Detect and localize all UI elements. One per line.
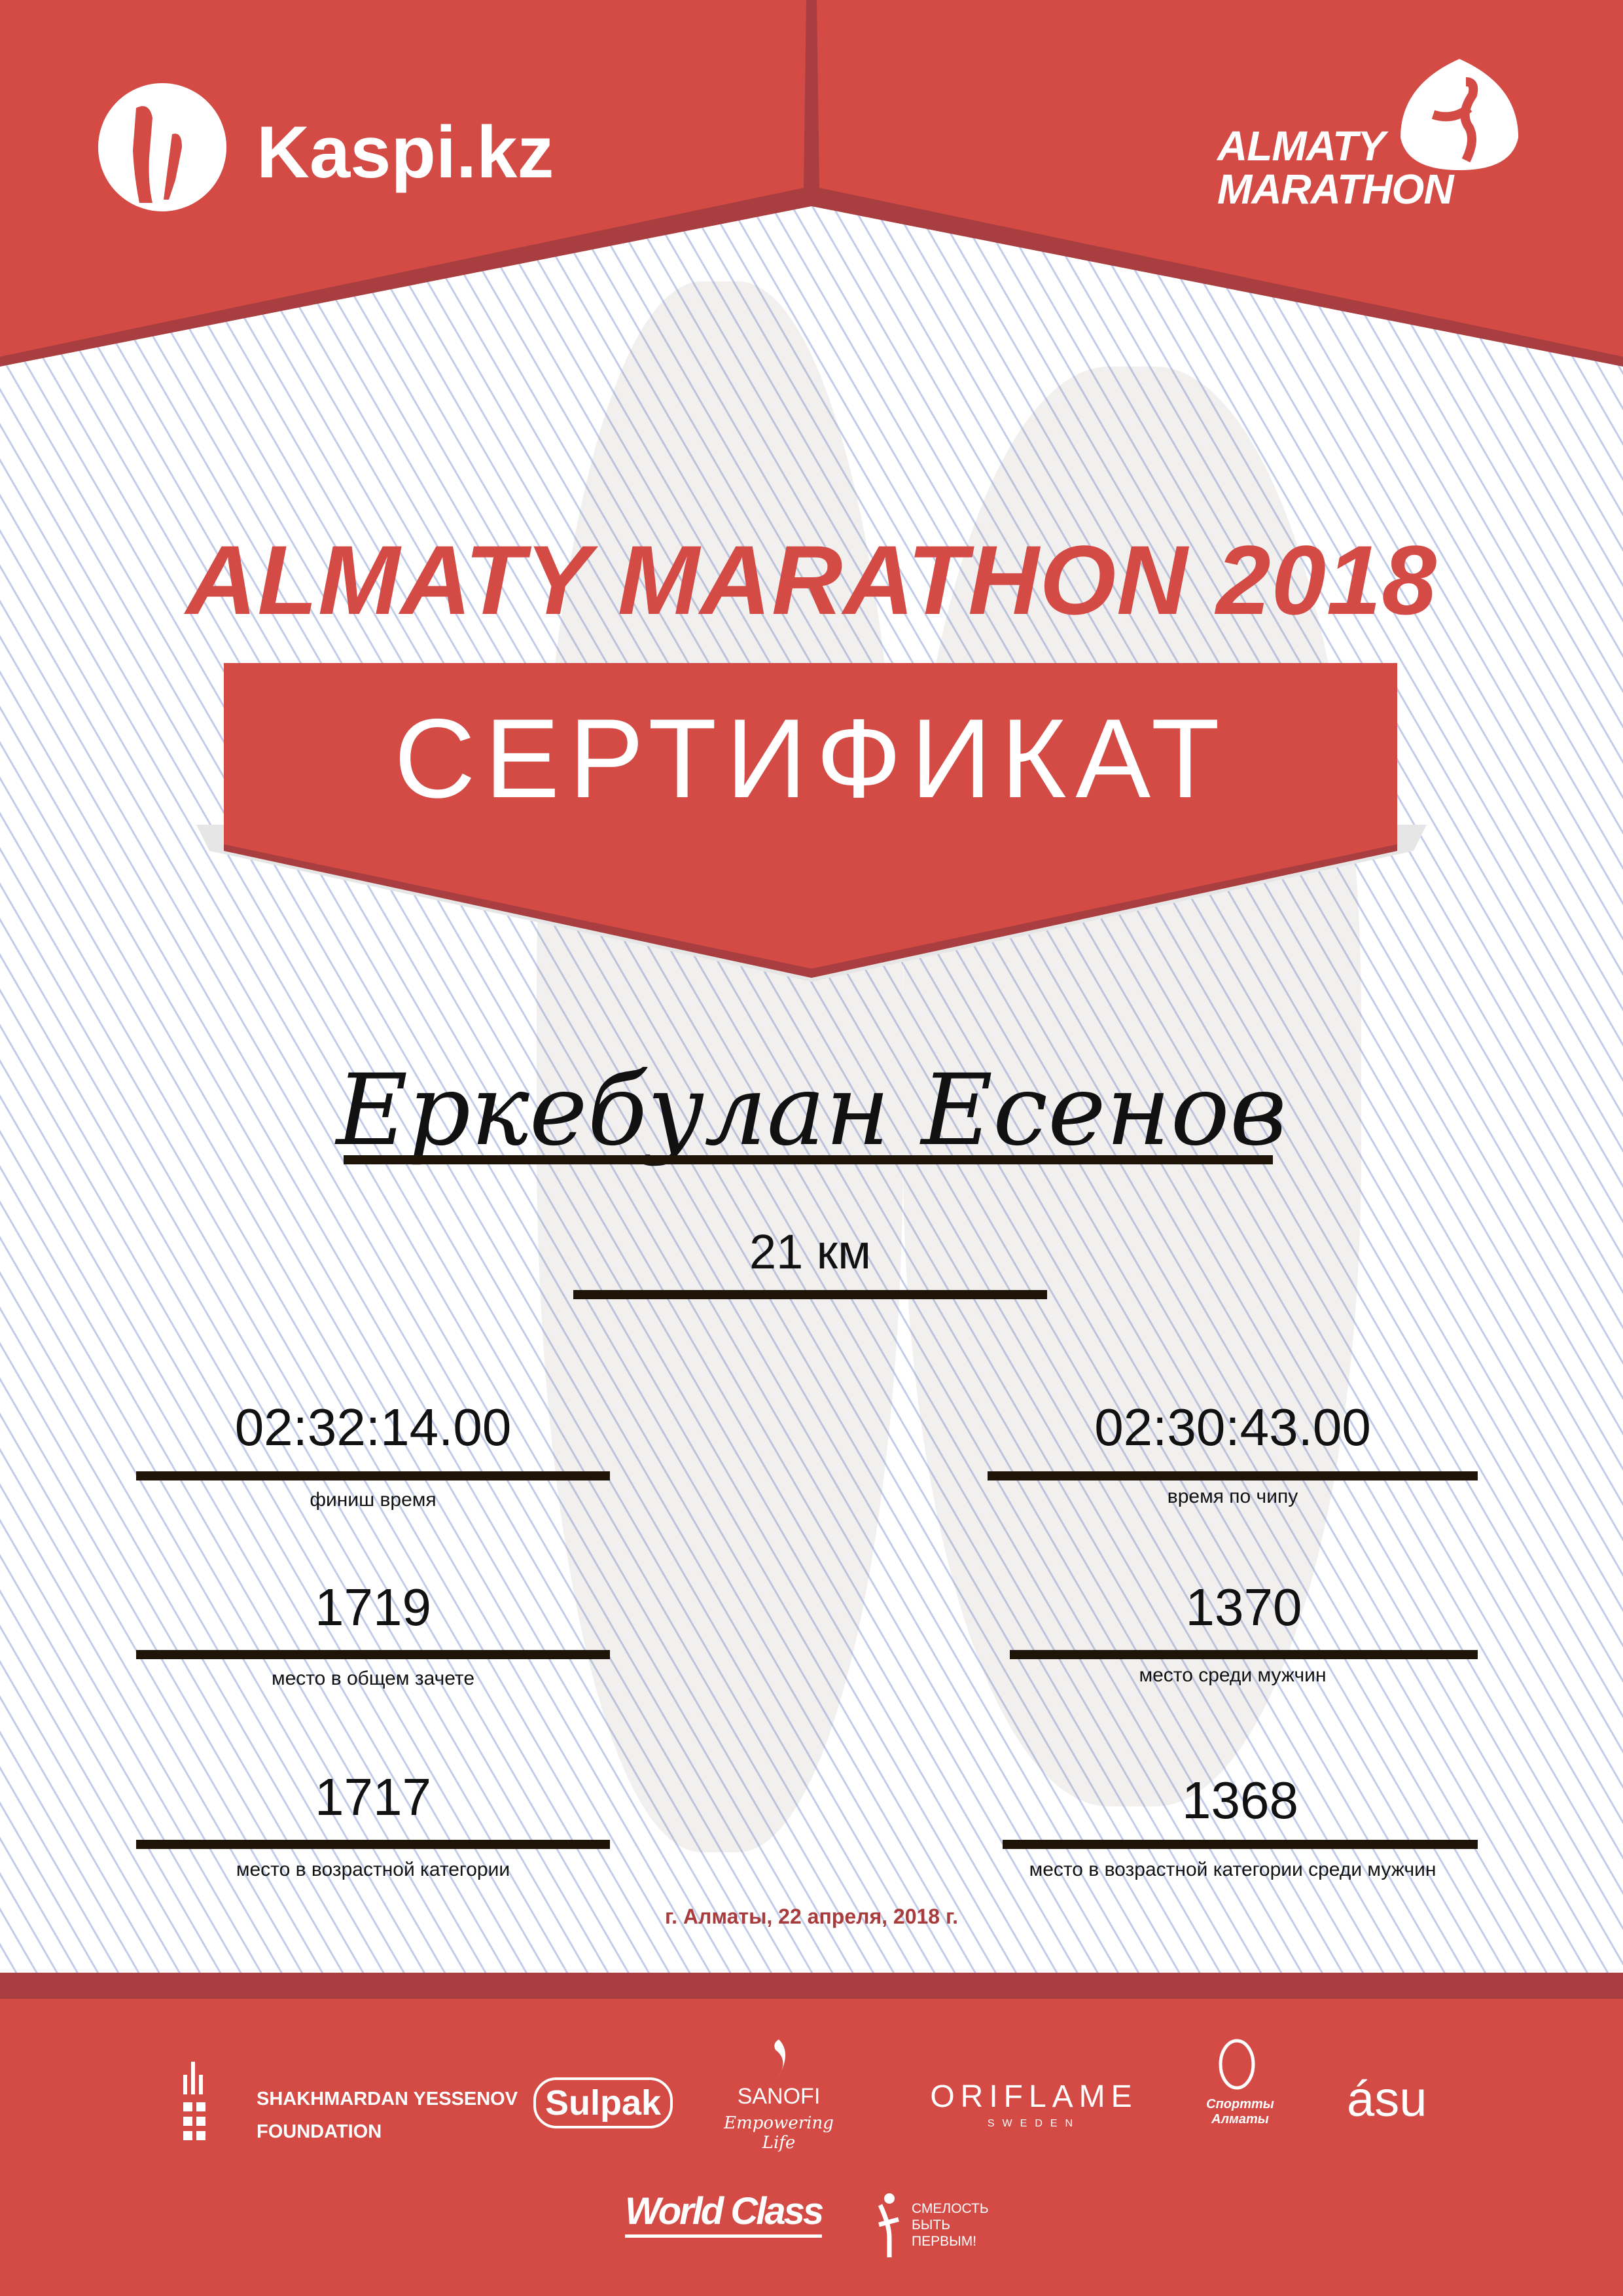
finish-time-underline: [136, 1471, 610, 1480]
sanofi-logo: SANOFI: [737, 2084, 821, 2109]
overall-place-label: место в общем зачете: [271, 1668, 475, 1689]
footer-band: [0, 1973, 1623, 1999]
chip-time-underline: [988, 1471, 1478, 1480]
certificate-heading: СЕРТИФИКАТ: [394, 696, 1229, 821]
fund-line-2: БЫТЬ: [912, 2217, 950, 2233]
age-place-label: место в возрастной категории: [236, 1859, 510, 1880]
runner-photo-woman: [903, 367, 1361, 1806]
kaspi-logo-icon: [98, 83, 226, 211]
world-class-logo: World Class: [625, 2189, 824, 2238]
participant-name: Еркебулан Есенов: [336, 1054, 1287, 1168]
fund-line-1: СМЕЛОСТЬ: [912, 2201, 989, 2216]
sponsors-footer: SHAKHMARDAN YESSENOV FOUNDATION Sulpak S…: [0, 1973, 1623, 2296]
oriflame-sub: SWEDEN: [987, 2118, 1081, 2129]
male-place-label: место среди мужчин: [1139, 1664, 1327, 1686]
kaspi-logo-text: Kaspi.kz: [257, 111, 554, 193]
yessenov-line-1: SHAKHMARDAN YESSENOV: [257, 2089, 518, 2109]
fund-runner-icon: [878, 2193, 899, 2257]
distance: 21 км: [749, 1225, 872, 1279]
sulpak-logo: Sulpak: [533, 2077, 673, 2128]
chip-time-label: время по чипу: [1167, 1486, 1298, 1507]
finish-time-label: финиш время: [310, 1489, 437, 1511]
logo-line-2: MARATHON: [1217, 166, 1454, 213]
age-place-underline: [136, 1840, 610, 1849]
age-male-place-underline: [1003, 1840, 1478, 1849]
yessenov-foundation-icon: [183, 2062, 205, 2140]
overall-place-value: 1719: [315, 1578, 431, 1636]
overall-place-underline: [136, 1650, 610, 1659]
event-title: ALMATY MARATHON 2018: [186, 525, 1437, 635]
fund-line-3: ПЕРВЫМ!: [912, 2234, 977, 2249]
male-place-underline: [1010, 1650, 1478, 1659]
male-place-value: 1370: [1185, 1578, 1302, 1636]
age-male-place-label: место в возрастной категории среди мужчи…: [1029, 1859, 1436, 1880]
chip-time-value: 02:30:43.00: [1094, 1398, 1371, 1456]
sanofi-tagline: Empowering Life: [724, 2113, 834, 2153]
sport-almaty-emblem-icon: [1219, 2039, 1255, 2090]
yessenov-line-2: FOUNDATION: [257, 2121, 382, 2142]
age-male-place-value: 1368: [1182, 1771, 1298, 1829]
name-underline: [344, 1155, 1273, 1164]
asu-logo: ásu: [1347, 2072, 1427, 2127]
oriflame-logo: ORIFLAME: [930, 2079, 1138, 2114]
age-place-value: 1717: [315, 1768, 431, 1826]
sanofi-bird-icon: [774, 2039, 785, 2076]
header-band: [0, 0, 1623, 367]
sport-almaty-logo: Спортты Алматы: [1206, 2097, 1274, 2126]
certificate-banner: [196, 663, 1427, 982]
yessenov-foundation-logo: SHAKHMARDAN YESSENOV FOUNDATION: [257, 2083, 518, 2148]
fund-logo: СМЕЛОСТЬ БЫТЬ ПЕРВЫМ!: [912, 2200, 989, 2250]
finish-time-value: 02:32:14.00: [234, 1398, 512, 1456]
date-location: г. Алматы, 22 апреля, 2018 г.: [665, 1905, 958, 1928]
runner-photo-man: [537, 281, 903, 1852]
almaty-marathon-runner-icon: [1400, 59, 1518, 170]
logo-line-1: ALMATY: [1217, 122, 1385, 170]
distance-underline: [573, 1290, 1047, 1299]
almaty-marathon-logo-text: ALMATY MARATHON: [1217, 124, 1454, 211]
